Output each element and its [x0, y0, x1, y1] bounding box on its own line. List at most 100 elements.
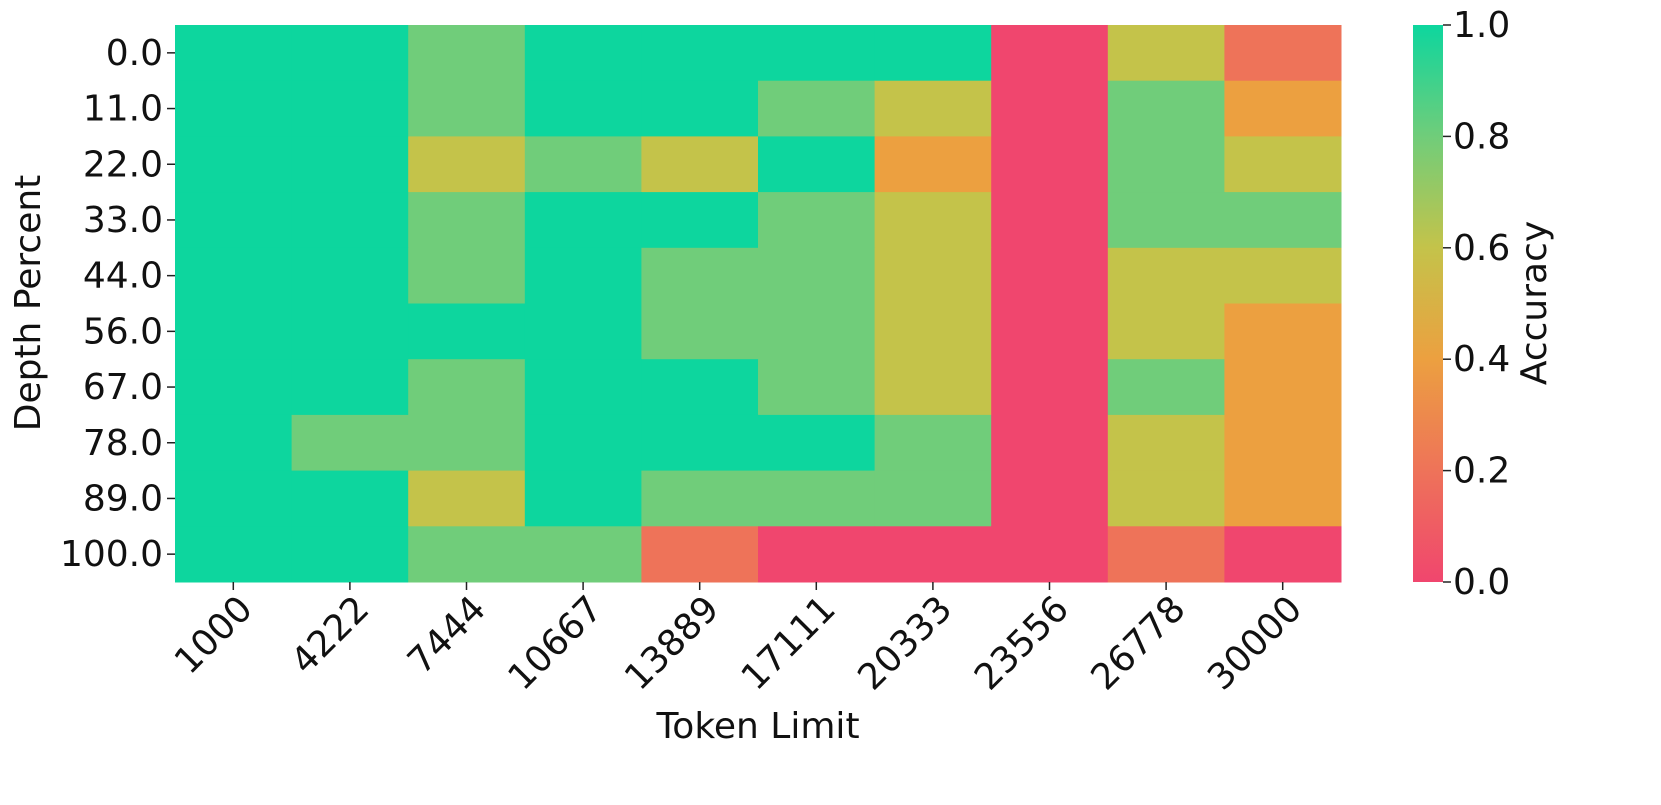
heatmap-cell [758, 247, 876, 304]
y-tick-label: 89.0 [83, 478, 163, 519]
heatmap-cell [991, 414, 1109, 472]
heatmap-cell [408, 25, 526, 82]
heatmap-cell [291, 247, 409, 304]
heatmap-cell [175, 25, 293, 82]
heatmap-cell [641, 359, 759, 416]
heatmap-cell [408, 136, 526, 193]
colorbar [1413, 25, 1443, 582]
colorbar-tick-label: 0.6 [1453, 228, 1510, 269]
heatmap-cell [1224, 359, 1342, 416]
heatmap-cell [758, 303, 876, 360]
colorbar-tick-label: 0.8 [1453, 116, 1510, 157]
heatmap-cell [874, 247, 992, 304]
heatmap-cell [874, 359, 992, 416]
heatmap-cell [874, 470, 992, 527]
heatmap-cell [291, 25, 409, 82]
x-tick-label: 20333 [850, 588, 960, 698]
heatmap-cell [1107, 414, 1225, 472]
x-tick-label: 26778 [1084, 588, 1194, 698]
heatmap-cell [991, 303, 1109, 360]
y-tick-label: 11.0 [83, 89, 163, 130]
colorbar-title: Accuracy [1514, 221, 1555, 385]
heatmap-cell [991, 192, 1109, 249]
heatmap-cell [758, 136, 876, 193]
heatmap-cell [1224, 25, 1342, 82]
heatmap-cell [1107, 359, 1225, 416]
heatmap-cell [991, 359, 1109, 416]
heatmap-cell [641, 80, 759, 137]
heatmap-cell [175, 80, 293, 137]
heatmap-cell [408, 359, 526, 416]
heatmap-cell [408, 414, 526, 472]
x-axis-title: Token Limit [655, 706, 859, 747]
heatmap-cell [1107, 247, 1225, 304]
heatmap-cell [1107, 80, 1225, 137]
heatmap-cell [641, 136, 759, 193]
heatmap-cell [175, 192, 293, 249]
heatmap-cell [1224, 192, 1342, 249]
x-tick-label: 10667 [501, 588, 611, 698]
heatmap-cell [524, 192, 642, 249]
heatmap-cell [874, 414, 992, 472]
x-tick-label: 30000 [1200, 588, 1310, 698]
heatmap-cell [874, 303, 992, 360]
y-tick-label: 44.0 [83, 256, 163, 297]
heatmap-cell [408, 526, 526, 583]
heatmap-cell [641, 526, 759, 583]
heatmap-cell [175, 303, 293, 360]
heatmap-cell [175, 359, 293, 416]
heatmap-cell [175, 526, 293, 583]
heatmap-cell [758, 192, 876, 249]
heatmap-cell [991, 25, 1109, 82]
x-tick-label: 13889 [617, 588, 727, 698]
heatmap-cell [991, 526, 1109, 583]
heatmap-cell [291, 80, 409, 137]
heatmap-cell [1107, 526, 1225, 583]
heatmap-cell [991, 247, 1109, 304]
heatmap-cell [524, 526, 642, 583]
heatmap-cell [524, 359, 642, 416]
heatmap-cell [1224, 526, 1342, 583]
heatmap-cell [1224, 303, 1342, 360]
heatmap-cell [874, 136, 992, 193]
x-tick-label: 17111 [734, 588, 844, 698]
heatmap-cell [524, 414, 642, 472]
heatmap-cell [758, 80, 876, 137]
heatmap-cell [291, 136, 409, 193]
heatmap-cell [758, 414, 876, 472]
heatmap-cell [641, 25, 759, 82]
heatmap-cell [1224, 80, 1342, 137]
y-tick-label: 78.0 [83, 423, 163, 464]
heatmap-cell [175, 247, 293, 304]
heatmap-cell [641, 470, 759, 527]
heatmap-cell [641, 303, 759, 360]
heatmap-cell [1224, 247, 1342, 304]
heatmap-cell [524, 470, 642, 527]
heatmap-cell [1224, 136, 1342, 193]
heatmap-cell [524, 25, 642, 82]
heatmap-cell [291, 359, 409, 416]
heatmap-cell [291, 526, 409, 583]
heatmap-cell [408, 247, 526, 304]
heatmap-cell [524, 136, 642, 193]
heatmap-cell [1107, 136, 1225, 193]
x-tick-label: 4222 [284, 588, 378, 682]
y-tick-label: 56.0 [83, 311, 163, 352]
x-tick-label: 1000 [167, 588, 261, 682]
heatmap-cell [641, 414, 759, 472]
heatmap-cell [874, 25, 992, 82]
heatmap-cell [758, 359, 876, 416]
heatmap-cell [991, 80, 1109, 137]
heatmap-cell [291, 414, 409, 472]
heatmap-cell [991, 470, 1109, 527]
colorbar-tick-label: 0.4 [1453, 339, 1510, 380]
heatmap-cell [408, 192, 526, 249]
heatmap-cell [408, 470, 526, 527]
heatmap-cell [1224, 414, 1342, 472]
heatmap-cell [175, 136, 293, 193]
heatmap-cell [524, 80, 642, 137]
y-tick-label: 22.0 [83, 144, 163, 185]
heatmap-cell [874, 526, 992, 583]
